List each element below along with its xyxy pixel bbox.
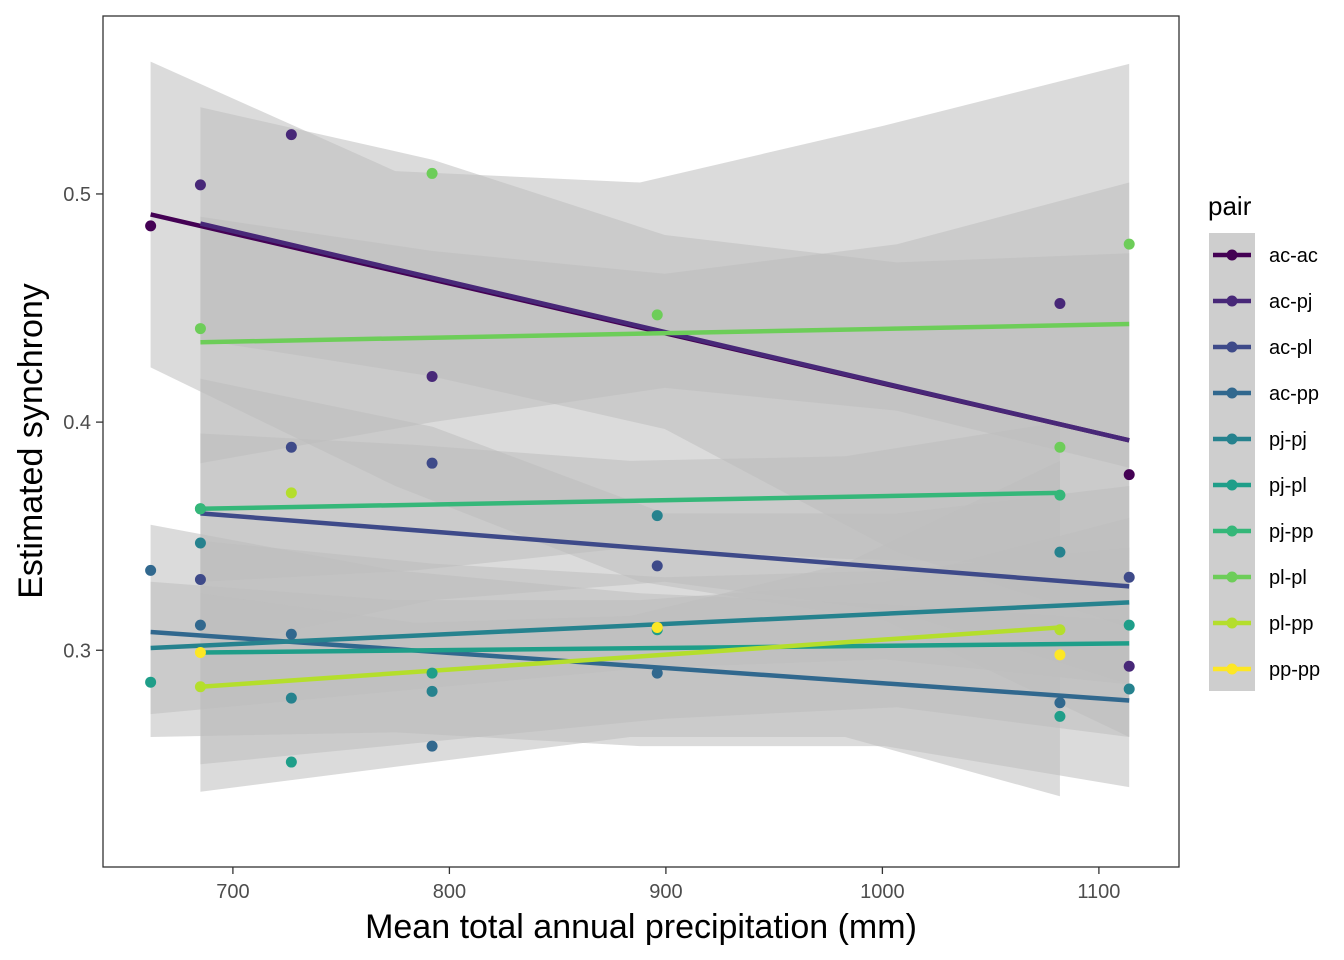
point-pl-pp bbox=[194, 681, 206, 693]
fit-line-ac-pl bbox=[200, 511, 1130, 589]
point-pj-pl bbox=[1054, 710, 1066, 722]
point-pl-pp bbox=[285, 487, 297, 499]
legend-key-point-ac-pl bbox=[1226, 341, 1238, 353]
legend-label-pp-pp: pp-pp bbox=[1269, 659, 1320, 681]
legend-label-ac-pp: ac-pp bbox=[1269, 383, 1319, 405]
legend-key-point-ac-ac bbox=[1226, 249, 1238, 261]
point-pj-pl bbox=[145, 676, 157, 688]
legend-label-pj-pj: pj-pj bbox=[1269, 429, 1307, 451]
point-ac-pj bbox=[426, 370, 438, 382]
point-ac-pp bbox=[285, 628, 297, 640]
fit-line-pj-pj bbox=[150, 600, 1130, 651]
point-pl-pl bbox=[1123, 238, 1135, 250]
point-pl-pl bbox=[651, 309, 663, 321]
point-ac-pp bbox=[194, 619, 206, 631]
legend-label-ac-pj: ac-pj bbox=[1269, 291, 1312, 313]
legend-key-point-ac-pj bbox=[1226, 295, 1238, 307]
point-pj-pp bbox=[194, 503, 206, 515]
data-points bbox=[145, 129, 1135, 768]
point-pp-pp bbox=[651, 621, 663, 633]
legend-key-background bbox=[1209, 233, 1255, 691]
legend-key-point-pj-pj bbox=[1226, 433, 1238, 445]
legend-key-point-pl-pp bbox=[1226, 617, 1238, 629]
confidence-band-pl-pl bbox=[200, 182, 1130, 468]
point-pl-pl bbox=[1054, 441, 1066, 453]
point-ac-pj bbox=[1123, 660, 1135, 672]
point-ac-ac bbox=[1123, 469, 1135, 481]
confidence-band-pl-pp bbox=[200, 460, 1060, 797]
point-pj-pj bbox=[1054, 546, 1066, 558]
legend-label-pl-pp: pl-pp bbox=[1269, 613, 1313, 635]
point-pj-pj bbox=[285, 692, 297, 704]
point-pl-pp bbox=[1054, 624, 1066, 636]
legend-label-ac-pl: ac-pl bbox=[1269, 337, 1312, 359]
fit-line-pj-pp bbox=[200, 490, 1060, 512]
legend-key-point-pj-pp bbox=[1226, 525, 1238, 537]
legend-key-point-pp-pp bbox=[1226, 663, 1238, 675]
y-axis-title: Estimated synchrony bbox=[12, 283, 50, 599]
fit-line-ac-pp bbox=[150, 629, 1130, 703]
point-pj-pj bbox=[426, 685, 438, 697]
point-ac-pj bbox=[194, 179, 206, 191]
point-ac-pl bbox=[651, 560, 663, 572]
point-ac-pp bbox=[651, 667, 663, 679]
point-pj-pp bbox=[1054, 489, 1066, 501]
point-pj-pj bbox=[1123, 683, 1135, 695]
y-axis: 0.3 0.4 0.5 bbox=[63, 184, 103, 662]
point-ac-pp bbox=[1054, 697, 1066, 709]
legend-label-ac-ac: ac-ac bbox=[1269, 245, 1318, 267]
point-pj-pj bbox=[194, 537, 206, 549]
point-ac-pj bbox=[285, 129, 297, 141]
legend: pair ac-ac ac-pj ac-pl ac-pp pj-pj pj-pl pj-pp… bbox=[1208, 191, 1320, 691]
legend-title: pair bbox=[1208, 191, 1252, 221]
point-pp-pp bbox=[1054, 649, 1066, 661]
point-pp-pp bbox=[194, 647, 206, 659]
fit-line-pj-pl bbox=[200, 641, 1130, 655]
point-pj-pl bbox=[285, 756, 297, 768]
point-ac-ac bbox=[145, 220, 157, 232]
x-tick-label: 1100 bbox=[1077, 881, 1120, 903]
y-tick-label: 0.5 bbox=[63, 184, 91, 206]
legend-label-pl-pl: pl-pl bbox=[1269, 567, 1307, 589]
point-ac-pl bbox=[285, 441, 297, 453]
point-ac-pl bbox=[426, 457, 438, 469]
point-pl-pl bbox=[426, 167, 438, 179]
x-tick-label: 900 bbox=[649, 881, 682, 903]
x-axis: 700 800 900 1000 1100 bbox=[216, 867, 1120, 903]
y-tick-label: 0.3 bbox=[63, 640, 91, 662]
point-pj-pl bbox=[426, 667, 438, 679]
point-pl-pl bbox=[194, 323, 206, 335]
fit-line-pl-pp bbox=[200, 625, 1061, 690]
plot-panel-border bbox=[102, 15, 1180, 868]
point-ac-pl bbox=[1123, 571, 1135, 583]
point-pj-pj bbox=[651, 510, 663, 522]
point-ac-pp bbox=[426, 740, 438, 752]
point-ac-pj bbox=[1054, 297, 1066, 309]
regression-lines bbox=[150, 212, 1130, 703]
legend-key-point-pj-pl bbox=[1226, 479, 1238, 491]
point-ac-pl bbox=[194, 574, 206, 586]
legend-key-point-pl-pl bbox=[1226, 571, 1238, 583]
x-axis-title: Mean total annual precipitation (mm) bbox=[365, 908, 917, 946]
y-tick-label: 0.4 bbox=[63, 412, 91, 434]
legend-key-point-ac-pp bbox=[1226, 387, 1238, 399]
x-tick-label: 1000 bbox=[860, 881, 905, 903]
x-tick-label: 700 bbox=[216, 881, 249, 903]
legend-label-pj-pp: pj-pp bbox=[1269, 521, 1313, 543]
point-pj-pl bbox=[1123, 619, 1135, 631]
x-tick-label: 800 bbox=[433, 881, 466, 903]
legend-label-pj-pl: pj-pl bbox=[1269, 475, 1307, 497]
point-ac-pp bbox=[145, 564, 157, 576]
fit-line-pl-pl bbox=[200, 321, 1130, 345]
